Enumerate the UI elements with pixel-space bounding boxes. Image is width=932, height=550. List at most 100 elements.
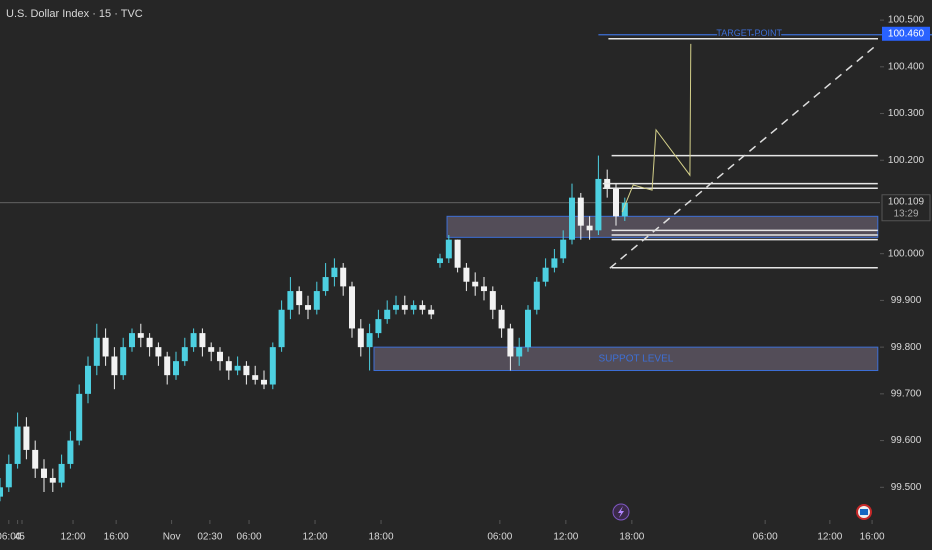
candle-body [76,393,83,441]
candle-body [322,277,329,292]
candle-body [340,267,347,287]
candle-body [551,258,558,268]
candle-body [102,337,109,357]
x-tick-label: 06:00 [0,532,22,543]
candle-body [410,305,417,310]
x-tick-label: Nov [163,532,181,543]
candle-body [261,379,267,385]
y-tick-label: 100.400 [888,61,925,72]
candle-body [366,333,373,348]
x-tick-label: 12:00 [61,532,86,543]
candle-body [472,281,479,287]
y-tick-label: 100.200 [888,155,925,166]
candle-body [85,365,91,394]
zone [446,215,879,238]
last-price-tag [881,194,931,222]
candle-body [67,440,74,464]
target-tag [882,26,930,41]
x-tick-label: 4 [15,532,21,543]
candle-body [49,477,56,483]
candle-body [313,291,320,310]
candle-body [120,347,127,376]
y-tick-label: 99.900 [891,295,922,306]
candle-body [463,267,470,282]
chart-title: U.S. Dollar Index · 15 · TVC [6,8,143,20]
candle-body [287,291,294,310]
trend-line [609,43,879,269]
candle-body [234,365,241,371]
candle-body [384,309,391,320]
y-tick-label: 99.600 [891,435,922,446]
candle-body [129,333,135,348]
candle-body [217,351,223,362]
candle-body [146,337,153,348]
flag-icon [856,504,872,520]
candle-body [498,309,505,329]
candle-body [613,188,619,217]
x-tick-label: 12:00 [303,532,328,543]
countdown-label: 13:29 [893,208,918,219]
x-tick-label: 12:00 [553,532,578,543]
candle-body [199,333,206,348]
target-label: TARGET POINT [716,28,782,38]
candle-body [305,305,311,310]
candle-body [507,328,514,357]
y-tick-label: 100.000 [888,248,925,259]
candle-body [542,267,549,282]
zone-label: SUPPOT LEVEL [598,353,673,364]
candle-body [349,286,355,329]
candle-body [331,267,338,278]
candle-body [23,426,30,450]
candle-body [269,347,276,385]
x-tick-label: 5 [19,532,25,543]
candle-body [225,361,232,371]
candle-body [357,328,364,348]
candle-body [489,291,496,310]
candle-body [445,239,452,259]
x-tick-label: 16:00 [104,532,129,543]
candle-body [208,347,215,352]
candle-body [137,333,144,338]
x-tick-label: 02:30 [197,532,222,543]
candle-body [375,319,382,334]
candle-body [481,286,487,292]
candle-body [41,468,47,478]
target-tag-label: 100.460 [888,28,925,39]
y-tick-label: 100.300 [888,108,925,119]
x-tick-label: 06:00 [487,532,512,543]
x-tick-label: 16:00 [860,532,885,543]
x-tick-label: 06:00 [753,532,778,543]
candle-body [243,365,250,376]
candle-body [621,202,628,217]
candle-body [164,356,171,376]
projection-path [621,43,692,213]
candle-body [0,487,3,497]
candle-body [586,225,593,231]
y-tick-label: 100.500 [888,15,925,26]
candle-body [525,309,531,348]
x-tick-label: 12:00 [817,532,842,543]
candle-body [14,426,21,464]
candle-body [32,449,39,469]
candle-body [190,333,197,348]
x-tick-label: 06:00 [237,532,262,543]
y-tick-label: 99.800 [891,342,922,353]
candle-body [393,305,399,310]
candle-body [428,309,435,315]
x-tick-label: 18:00 [369,532,394,543]
candle-body [58,463,65,483]
candle-body [569,197,575,240]
candle-body [516,347,523,357]
candle-body [401,305,408,310]
event-icon [612,503,630,521]
y-tick-label: 99.500 [891,482,922,493]
zone [373,346,879,371]
y-tick-label: 99.700 [891,388,922,399]
candle-body [173,361,179,376]
candle-body [278,309,285,348]
candle-body [454,239,461,268]
last-price-label: 100.109 [888,196,925,207]
candle-body [93,337,100,366]
